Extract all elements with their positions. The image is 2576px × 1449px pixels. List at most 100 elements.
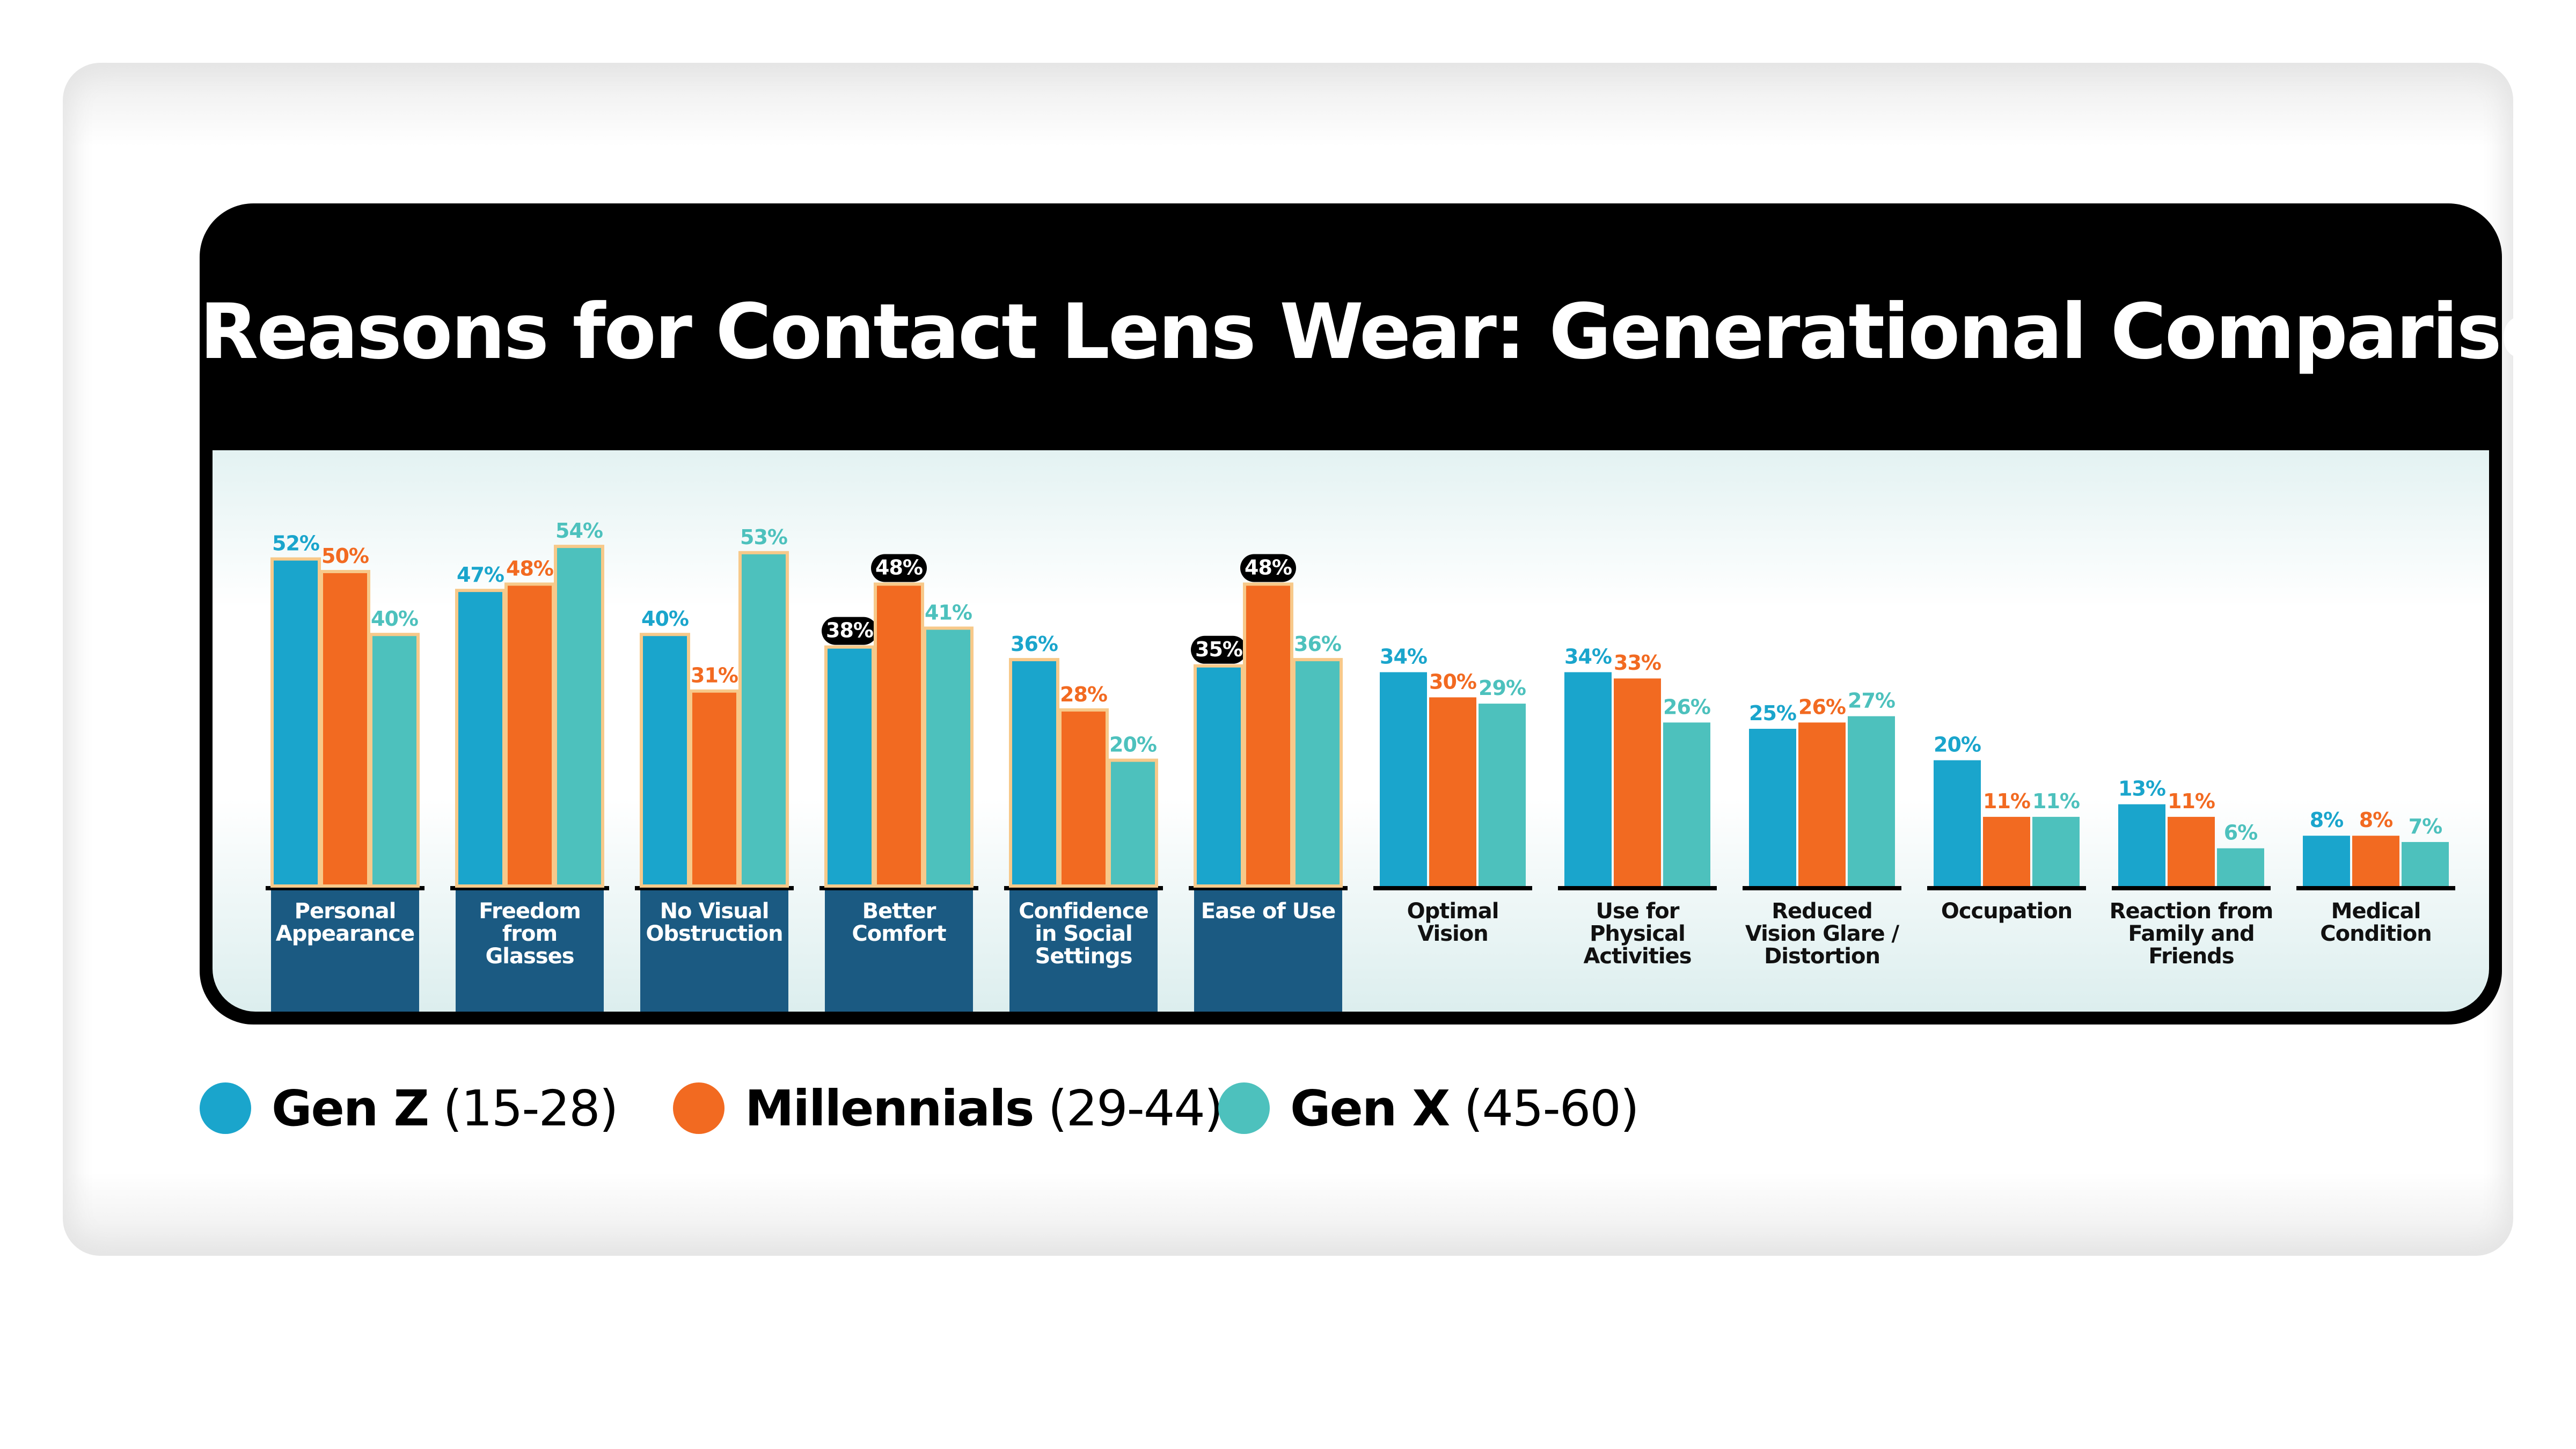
category-label-use-for-physical-activities: Use for Physical Activities <box>1583 899 1691 969</box>
bar-optimal-vision-gen-x <box>1479 704 1526 886</box>
bar-reduced-vision-glare-distortion-millennials <box>1798 722 1846 886</box>
legend-age-range: (15-28) <box>428 1079 618 1137</box>
value-label-reaction-from-family-and-friends-millennials: 11% <box>2168 789 2215 813</box>
bar-better-comfort-gen-x <box>923 626 974 888</box>
bar-confidence-in-social-settings-millennials <box>1058 708 1109 888</box>
plot-area: 52% 50% 40% Personal Appearance 47% 48% 54% Free… <box>213 450 2489 1012</box>
bar-medical-condition-gen-x <box>2402 841 2449 886</box>
bar-no-visual-obstruction-gen-z <box>640 633 690 888</box>
bar-ease-of-use-millennials <box>1243 582 1293 888</box>
category-label-reduced-vision-glare-distortion: Reduced Vision Glare / Distortion <box>1745 899 1900 969</box>
bar-confidence-in-social-settings-gen-z <box>1009 658 1059 888</box>
bar-use-for-physical-activities-millennials <box>1614 678 1661 886</box>
category-label-bg-confidence-in-social-settings <box>1009 886 1158 1012</box>
bar-freedom-from-glasses-millennials <box>504 582 555 888</box>
bar-optimal-vision-gen-z <box>1380 672 1427 886</box>
value-label-use-for-physical-activities-gen-x: 26% <box>1663 695 1710 719</box>
value-label-use-for-physical-activities-millennials: 33% <box>1614 651 1661 675</box>
bar-reduced-vision-glare-distortion-gen-z <box>1749 729 1796 886</box>
category-label-bg-freedom-from-glasses <box>456 886 604 1012</box>
legend-series-name: Gen X <box>1290 1079 1450 1137</box>
legend-item-gen-z: Gen Z (15-28) <box>200 1068 619 1148</box>
chart-title: Reasons for Contact Lens Wear: Generatio… <box>200 288 2576 376</box>
value-label-occupation-gen-x: 11% <box>2032 789 2080 813</box>
category-label-optimal-vision: Optimal Vision <box>1407 899 1499 946</box>
bar-medical-condition-gen-z <box>2303 836 2350 886</box>
category-label-bg-better-comfort <box>825 886 973 1012</box>
baseline-better-comfort <box>819 886 978 890</box>
legend-item-millennials: Millennials (29-44) <box>673 1068 1224 1148</box>
legend-label-gen-x: Gen X (45-60) <box>1290 1079 1640 1137</box>
value-label-ease-of-use-gen-x: 36% <box>1294 632 1341 656</box>
bar-reaction-from-family-and-friends-gen-x <box>2217 848 2264 886</box>
value-label-better-comfort-gen-z: 38% <box>826 619 873 642</box>
value-label-reaction-from-family-and-friends-gen-z: 13% <box>2118 777 2165 801</box>
legend-swatch-gen-z <box>200 1082 251 1134</box>
category-label-medical-condition: Medical Condition <box>2320 899 2431 946</box>
category-label-no-visual-obstruction: No Visual Obstruction <box>646 899 782 946</box>
value-badge-better-comfort-millennials <box>871 554 927 582</box>
category-label-confidence-in-social-settings: Confidence in Social Settings <box>1019 899 1148 969</box>
chart-frame: Reasons for Contact Lens Wear: Generatio… <box>200 203 2576 1024</box>
value-label-confidence-in-social-settings-gen-z: 36% <box>1011 632 1058 656</box>
value-label-no-visual-obstruction-gen-z: 40% <box>641 607 689 631</box>
value-label-better-comfort-millennials: 48% <box>875 555 923 579</box>
bar-optimal-vision-millennials <box>1429 697 1476 886</box>
value-label-no-visual-obstruction-millennials: 31% <box>691 664 738 687</box>
bar-personal-appearance-millennials <box>320 570 370 888</box>
value-badge-ease-of-use-millennials <box>1240 554 1296 582</box>
baseline-reduced-vision-glare-distortion <box>1743 886 1901 890</box>
value-label-optimal-vision-millennials: 30% <box>1429 670 1476 693</box>
category-label-ease-of-use: Ease of Use <box>1201 899 1335 924</box>
legend-swatch-gen-x <box>1218 1082 1270 1134</box>
bar-reaction-from-family-and-friends-millennials <box>2168 817 2215 886</box>
baseline-no-visual-obstruction <box>635 886 794 890</box>
baseline-reaction-from-family-and-friends <box>2112 886 2271 890</box>
bar-use-for-physical-activities-gen-x <box>1663 722 1710 886</box>
bar-better-comfort-millennials <box>874 582 924 888</box>
category-label-personal-appearance: Personal Appearance <box>276 899 414 946</box>
value-label-use-for-physical-activities-gen-z: 34% <box>1564 645 1612 669</box>
value-label-medical-condition-gen-z: 8% <box>2310 808 2344 832</box>
bar-personal-appearance-gen-x <box>369 633 420 888</box>
bar-ease-of-use-gen-z <box>1194 664 1244 888</box>
bar-occupation-millennials <box>1983 817 2030 886</box>
value-label-freedom-from-glasses-gen-x: 54% <box>555 519 603 543</box>
category-label-bg-no-visual-obstruction <box>640 886 788 1012</box>
bar-medical-condition-millennials <box>2352 836 2399 886</box>
legend-series-name: Gen Z <box>272 1079 429 1137</box>
bar-confidence-in-social-settings-gen-x <box>1108 758 1158 888</box>
category-label-better-comfort: Better Comfort <box>852 899 946 946</box>
bar-personal-appearance-gen-z <box>270 557 321 888</box>
value-label-medical-condition-millennials: 8% <box>2359 808 2393 832</box>
bar-occupation-gen-x <box>2032 817 2080 886</box>
bar-ease-of-use-gen-x <box>1292 658 1343 888</box>
value-label-ease-of-use-gen-z: 35% <box>1195 638 1242 661</box>
bar-use-for-physical-activities-gen-z <box>1564 672 1612 886</box>
value-label-optimal-vision-gen-z: 34% <box>1380 645 1427 669</box>
legend-item-gen-x: Gen X (45-60) <box>1218 1068 1640 1148</box>
baseline-medical-condition <box>2296 886 2455 890</box>
legend-label-gen-z: Gen Z (15-28) <box>272 1079 619 1137</box>
legend-swatch-millennials <box>673 1082 724 1134</box>
baseline-optimal-vision <box>1373 886 1532 890</box>
bar-reduced-vision-glare-distortion-gen-x <box>1848 716 1895 886</box>
baseline-occupation <box>1927 886 2086 890</box>
bar-freedom-from-glasses-gen-z <box>455 589 506 888</box>
value-label-personal-appearance-gen-z: 52% <box>272 532 319 555</box>
value-label-medical-condition-gen-x: 7% <box>2409 815 2442 838</box>
bar-occupation-gen-z <box>1934 760 1981 886</box>
legend: Gen Z (15-28) Millennials (29-44) Gen X (4… <box>200 1068 1810 1148</box>
value-label-optimal-vision-gen-x: 29% <box>1479 676 1526 700</box>
value-badge-better-comfort-gen-z <box>822 617 877 645</box>
value-badge-ease-of-use-gen-z <box>1191 635 1247 664</box>
baseline-ease-of-use <box>1189 886 1348 890</box>
bar-no-visual-obstruction-gen-x <box>738 551 789 888</box>
value-label-freedom-from-glasses-millennials: 48% <box>506 557 553 580</box>
legend-series-name: Millennials <box>745 1079 1034 1137</box>
value-label-personal-appearance-millennials: 50% <box>321 544 369 568</box>
baseline-use-for-physical-activities <box>1558 886 1717 890</box>
baseline-confidence-in-social-settings <box>1004 886 1163 890</box>
value-label-occupation-gen-z: 20% <box>1934 733 1981 757</box>
value-label-confidence-in-social-settings-gen-x: 20% <box>1109 733 1157 757</box>
